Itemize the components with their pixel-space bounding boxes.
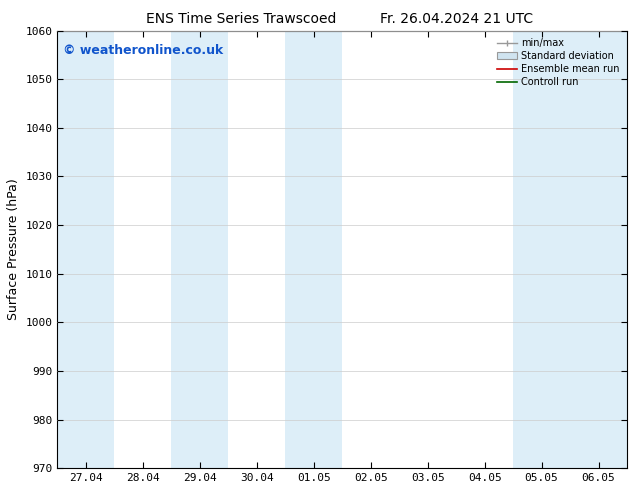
Legend: min/max, Standard deviation, Ensemble mean run, Controll run: min/max, Standard deviation, Ensemble me… (495, 35, 622, 90)
Bar (57, 30, 114, 468)
Bar (513, 30, 570, 468)
Bar (570, 30, 627, 468)
Bar (171, 30, 228, 468)
Text: Fr. 26.04.2024 21 UTC: Fr. 26.04.2024 21 UTC (380, 12, 533, 26)
Y-axis label: Surface Pressure (hPa): Surface Pressure (hPa) (7, 178, 20, 320)
Text: ENS Time Series Trawscoed: ENS Time Series Trawscoed (146, 12, 336, 26)
Bar (285, 30, 342, 468)
Text: © weatheronline.co.uk: © weatheronline.co.uk (63, 44, 223, 57)
